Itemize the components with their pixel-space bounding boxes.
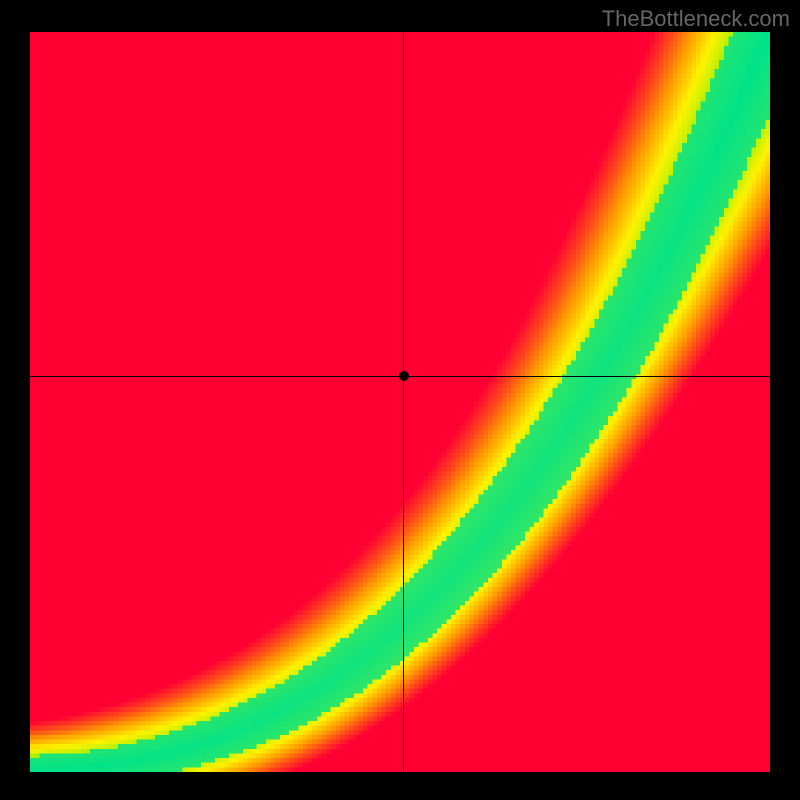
marker-dot [399, 371, 409, 381]
heatmap-canvas [30, 32, 770, 772]
crosshair-vertical [403, 32, 404, 772]
watermark-text: TheBottleneck.com [602, 6, 790, 32]
chart-container: TheBottleneck.com [0, 0, 800, 800]
